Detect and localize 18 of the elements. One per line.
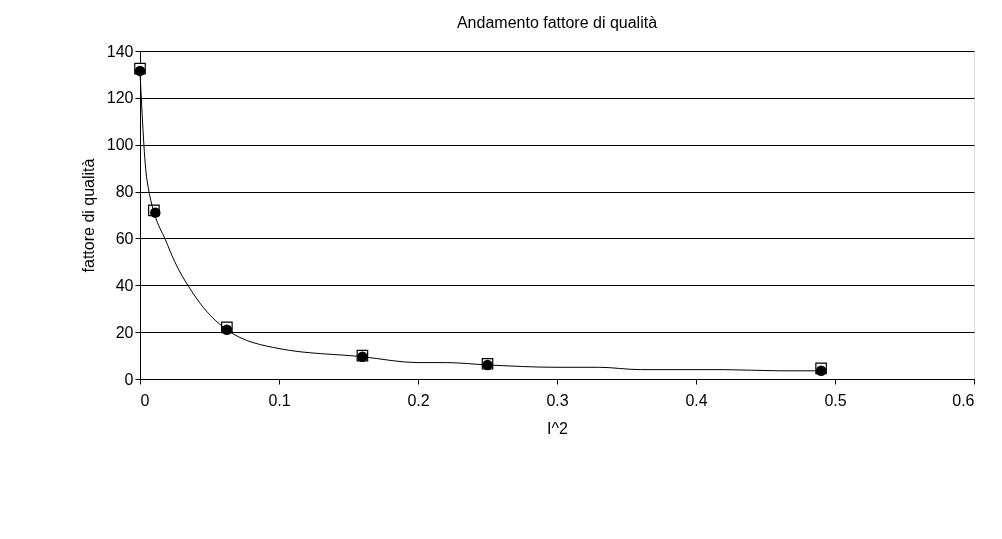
x-tick-label: 0.1: [268, 391, 291, 409]
y-tick-label: 80: [115, 183, 134, 201]
y-tick-label: 20: [115, 323, 134, 341]
x-tick-label: 0.3: [546, 391, 569, 409]
y-tick-label: 140: [106, 42, 134, 60]
y-tick-label: 100: [106, 136, 134, 154]
x-tick-label: 0.4: [685, 391, 708, 409]
y-tick-label: 0: [124, 370, 134, 388]
x-tick-label: 0.2: [407, 391, 430, 409]
y-tick-label: 60: [115, 229, 134, 247]
y-axis-title: fattore di qualità: [79, 158, 97, 273]
chart-title: Andamento fattore di qualità: [456, 14, 658, 31]
x-tick-label: 0.6: [952, 391, 975, 409]
x-tick-label: 0: [140, 391, 150, 409]
x-tick-label: 0.5: [824, 391, 847, 409]
y-tick-label: 120: [106, 89, 134, 107]
y-tick-label: 40: [115, 276, 134, 294]
x-axis-title: I^2: [547, 419, 569, 437]
